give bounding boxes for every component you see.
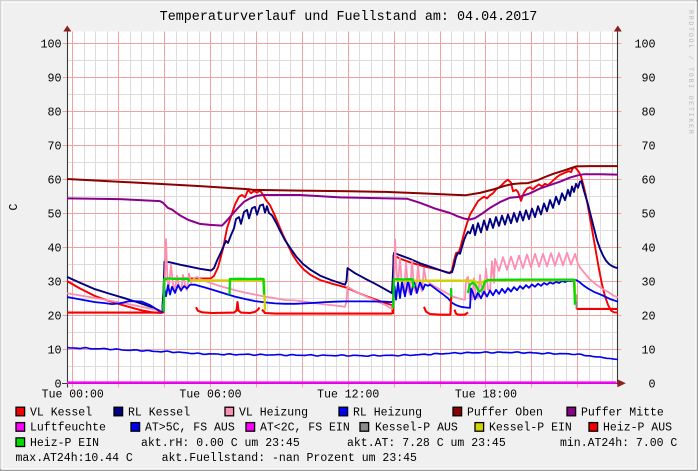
svg-text:90: 90	[47, 71, 61, 85]
svg-text:max.AT24h:10.44 C: max.AT24h:10.44 C	[16, 452, 133, 465]
svg-text:VL Kessel: VL Kessel	[30, 406, 92, 419]
svg-text:30: 30	[641, 275, 655, 289]
svg-text:Luftfeuchte: Luftfeuchte	[30, 422, 106, 435]
svg-text:Heiz-P EIN: Heiz-P EIN	[30, 437, 99, 450]
svg-text:30: 30	[47, 275, 61, 289]
svg-text:90: 90	[641, 71, 655, 85]
svg-text:Kessel-P EIN: Kessel-P EIN	[489, 422, 572, 435]
svg-text:Temperaturverlauf und Fuellsta: Temperaturverlauf und Fuellstand am: 04.…	[160, 10, 538, 25]
svg-text:min.AT24h: 7.00 C: min.AT24h: 7.00 C	[560, 437, 677, 450]
svg-text:akt.Fuellstand: -nan Prozent u: akt.Fuellstand: -nan Prozent um 23:45	[162, 452, 417, 465]
svg-text:70: 70	[47, 139, 61, 153]
svg-text:100: 100	[634, 37, 655, 51]
svg-text:AT<2C, FS EIN: AT<2C, FS EIN	[260, 422, 350, 435]
svg-text:50: 50	[47, 207, 61, 221]
svg-text:Tue 12:00: Tue 12:00	[317, 389, 379, 402]
svg-text:RL Heizung: RL Heizung	[353, 406, 422, 419]
svg-text:70: 70	[641, 139, 655, 153]
svg-text:VL Heizung: VL Heizung	[239, 406, 308, 419]
svg-text:AT>5C, FS AUS: AT>5C, FS AUS	[145, 422, 235, 435]
svg-text:C: C	[8, 203, 21, 210]
svg-text:100: 100	[40, 37, 61, 51]
svg-text:10: 10	[641, 343, 655, 357]
svg-text:0: 0	[648, 377, 655, 391]
svg-text:Kessel-P AUS: Kessel-P AUS	[375, 422, 458, 435]
svg-text:RRDTOOL / TOBI OETIKER: RRDTOOL / TOBI OETIKER	[687, 10, 694, 136]
svg-text:akt.AT: 7.28 C um 23:45: akt.AT: 7.28 C um 23:45	[347, 437, 506, 450]
svg-text:Tue 06:00: Tue 06:00	[179, 389, 241, 402]
svg-text:Heiz-P AUS: Heiz-P AUS	[603, 422, 672, 435]
svg-text:Puffer Oben: Puffer Oben	[467, 406, 543, 419]
svg-text:20: 20	[641, 309, 655, 323]
svg-text:Tue 18:00: Tue 18:00	[455, 389, 517, 402]
svg-text:60: 60	[47, 173, 61, 187]
svg-text:10: 10	[47, 343, 61, 357]
svg-text:40: 40	[641, 241, 655, 255]
svg-text:Puffer Mitte: Puffer Mitte	[581, 406, 664, 419]
svg-text:0: 0	[54, 377, 61, 391]
svg-text:50: 50	[641, 207, 655, 221]
svg-text:RL Kessel: RL Kessel	[128, 406, 190, 419]
svg-text:80: 80	[47, 105, 61, 119]
svg-text:Tue 00:00: Tue 00:00	[42, 389, 104, 402]
svg-text:60: 60	[641, 173, 655, 187]
svg-text:80: 80	[641, 105, 655, 119]
svg-text:40: 40	[47, 241, 61, 255]
svg-text:akt.rH: 0.00 C um 23:45: akt.rH: 0.00 C um 23:45	[141, 437, 300, 450]
svg-text:20: 20	[47, 309, 61, 323]
